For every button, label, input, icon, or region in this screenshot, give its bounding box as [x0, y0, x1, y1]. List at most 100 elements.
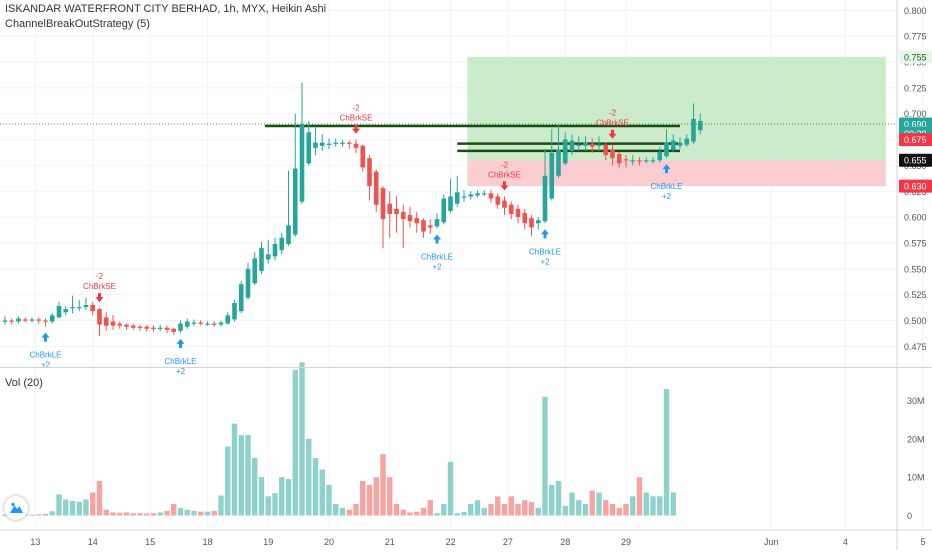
candle-body	[63, 309, 69, 313]
volume-bar	[218, 495, 224, 516]
candle-body	[279, 237, 285, 251]
candle-body	[205, 323, 210, 325]
candle-body	[616, 154, 622, 164]
candle-body	[650, 160, 656, 162]
volume-bar	[420, 507, 427, 516]
volume-bar	[400, 509, 406, 516]
time-tick-label: Jun	[764, 537, 779, 547]
short-signal-qty: -2	[352, 104, 360, 113]
candle-body	[508, 204, 514, 214]
time-tick-label: 21	[385, 537, 395, 547]
candle-body	[124, 324, 129, 327]
candle-body	[684, 138, 690, 145]
long-entry-arrow	[541, 229, 549, 239]
volume-bar	[96, 481, 103, 516]
volume-bar	[238, 435, 244, 516]
candle-body	[596, 144, 602, 146]
volume-bar	[56, 494, 62, 516]
candle-body	[400, 211, 406, 220]
volume-bar	[252, 458, 258, 516]
candle-body	[549, 153, 555, 199]
price-tag-label: 0.675	[904, 135, 927, 145]
volume-bar	[164, 510, 170, 516]
volume-bar	[481, 507, 487, 516]
price-tag-box	[899, 179, 932, 193]
price-tick-label: 0.525	[904, 290, 927, 300]
price-tag-label: 0.655	[904, 156, 927, 166]
short-signal-qty: -2	[609, 109, 617, 118]
volume-bar	[279, 477, 285, 516]
price-tick-label: 0.575	[904, 238, 927, 248]
volume-bar	[603, 500, 609, 516]
candle-body	[542, 175, 548, 222]
volume-bar	[657, 496, 663, 516]
volume-label[interactable]: Vol (20)	[5, 377, 43, 389]
long-signal-label: ChBrkLE	[650, 182, 682, 191]
volume-bar	[144, 513, 150, 516]
volume-bar	[373, 477, 379, 516]
candle-body	[16, 318, 21, 322]
candle-body	[643, 160, 649, 162]
volume-bar	[333, 504, 339, 516]
price-tick-label: 0.475	[904, 342, 927, 352]
short-signal-label: ChBrkSE	[488, 170, 521, 179]
candle-body	[441, 198, 447, 223]
short-signal-label: ChBrkSE	[83, 282, 116, 291]
candle-body	[191, 322, 197, 324]
volume-bar	[103, 509, 109, 516]
volume-bar	[650, 496, 656, 516]
candle-body	[697, 120, 703, 131]
volume-bar	[441, 504, 447, 516]
price-tag-box	[899, 133, 932, 147]
candle-body	[29, 319, 35, 321]
long-entry-arrow	[433, 234, 441, 244]
price-tick-label: 0.700	[904, 109, 927, 119]
short-entry-arrow	[608, 129, 617, 139]
volume-bar	[562, 505, 568, 516]
time-tick-label: 13	[30, 537, 40, 547]
volume-bar	[393, 504, 400, 516]
volume-bar	[495, 496, 501, 516]
volume-bar	[609, 504, 616, 516]
candle-body	[56, 306, 62, 318]
price-tick-label: 0.725	[904, 83, 927, 93]
volume-bar	[137, 513, 143, 516]
candle-body	[218, 322, 224, 325]
volume-bar	[36, 514, 42, 516]
candle-body	[137, 326, 143, 328]
volume-bar	[434, 513, 440, 516]
candle-body	[97, 309, 102, 325]
volume-bar	[211, 510, 217, 516]
candle-body	[589, 143, 595, 147]
long-entry-arrow	[41, 332, 50, 342]
short-signal-qty: -2	[501, 160, 509, 169]
volume-bar	[231, 423, 238, 516]
candle-body	[637, 160, 642, 162]
candle-body	[144, 326, 150, 329]
volume-bar	[582, 504, 589, 516]
candle-body	[232, 302, 237, 320]
volume-bar	[265, 496, 271, 516]
candle-body	[49, 315, 55, 322]
volume-bar	[569, 492, 575, 516]
price-tag-label: 0.690	[904, 120, 927, 130]
candle-body	[346, 142, 352, 144]
indicator-label[interactable]: ChannelBreakOutStrategy (5)	[5, 18, 150, 30]
volume-bar	[312, 458, 319, 516]
price-tag-label: 0.755	[904, 52, 927, 62]
candle-body	[340, 142, 345, 144]
candle-body	[454, 192, 460, 204]
candle-body	[286, 225, 291, 244]
short-signal-label: ChBrkSE	[340, 114, 373, 123]
short-signal-label: ChBrkSE	[596, 119, 629, 128]
candle-body	[319, 142, 325, 146]
price-tick-label: 0.550	[904, 264, 927, 274]
candle-body	[326, 143, 332, 145]
volume-bar	[198, 511, 204, 516]
long-signal-label: ChBrkLE	[529, 247, 561, 256]
volume-tick-label: 30M	[907, 396, 925, 406]
logo-badge[interactable]	[4, 496, 28, 520]
time-tick-label: 15	[145, 537, 155, 547]
